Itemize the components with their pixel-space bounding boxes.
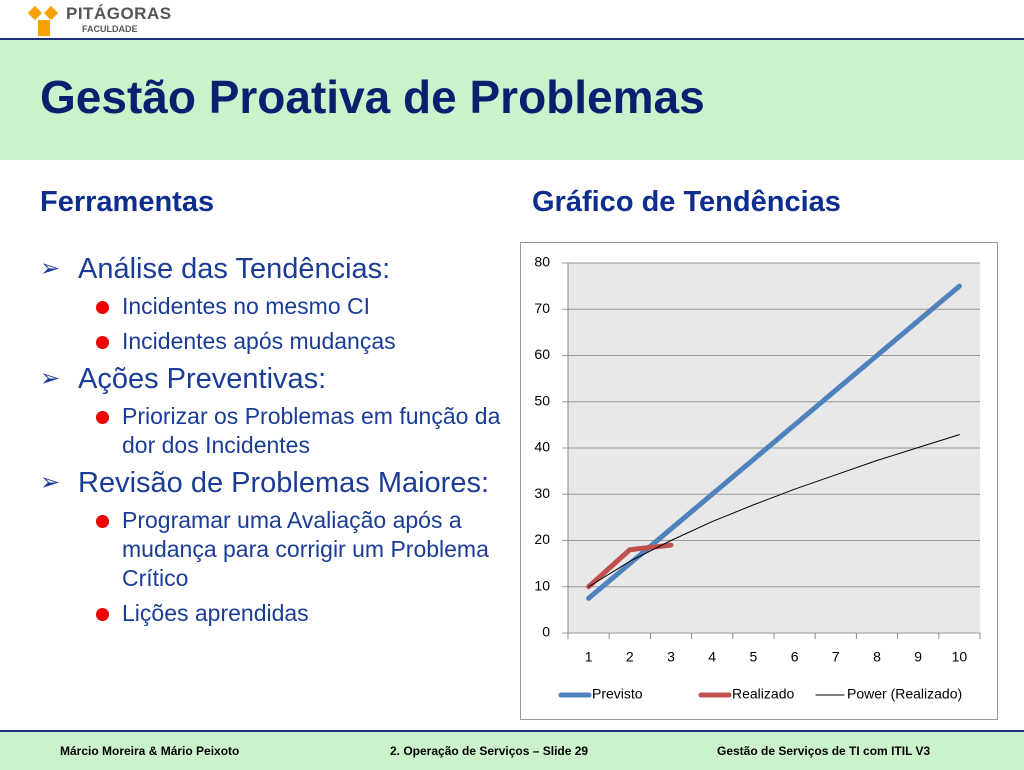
- x-tick-label: 3: [667, 649, 675, 665]
- bullet: Ações Preventivas:: [40, 362, 495, 396]
- y-tick-label: 10: [534, 577, 550, 593]
- x-tick-label: 8: [873, 649, 881, 665]
- x-tick-label: 6: [791, 649, 799, 665]
- slide-title: Gestão Proativa de Problemas: [40, 71, 705, 123]
- x-tick-label: 7: [832, 649, 840, 665]
- sub-bullet: Programar uma Avaliação após a mudança p…: [40, 506, 502, 593]
- bullet-list: Análise das Tendências: Incidentes no mes…: [40, 252, 500, 634]
- title-band: [0, 38, 1024, 160]
- x-tick-label: 2: [626, 649, 634, 665]
- footer: Márcio Moreira & Mário Peixoto 2. Operaç…: [0, 730, 1024, 770]
- y-tick-label: 40: [534, 439, 550, 455]
- x-tick-label: 1: [585, 649, 593, 665]
- bullet: Revisão de Problemas Maiores:: [40, 466, 495, 500]
- sub-bullet: Incidentes após mudanças: [40, 327, 502, 356]
- series-line: [588, 434, 960, 588]
- chart: 0 10 20 30 40 50 60 70 80 1 2 3 4 5 6 7 8 9 10 Previsto Real…: [534, 254, 981, 702]
- sub-bullet: Lições aprendidas: [40, 599, 502, 628]
- y-tick-label: 70: [534, 300, 550, 316]
- x-tick-label: 9: [914, 649, 922, 665]
- y-tick-label: 80: [534, 254, 550, 270]
- legend-label: Previsto: [592, 686, 643, 702]
- y-tick-label: 20: [534, 531, 550, 547]
- x-tick-label: 10: [952, 649, 968, 665]
- series-line: [586, 542, 674, 590]
- left-heading: Ferramentas: [40, 186, 215, 218]
- right-heading: Gráfico de Tendências: [532, 186, 841, 218]
- y-tick-label: 30: [534, 485, 550, 501]
- logo-icon: [28, 5, 59, 36]
- x-tick-label: 5: [750, 649, 758, 665]
- footer-center: 2. Operação de Serviços – Slide 29: [390, 744, 589, 758]
- bullet: Análise das Tendências:: [40, 252, 495, 286]
- legend-label: Realizado: [732, 686, 794, 702]
- sub-bullet: Incidentes no mesmo CI: [40, 292, 502, 321]
- logo-name: PITÁGORAS: [66, 4, 172, 23]
- footer-left: Márcio Moreira & Mário Peixoto: [60, 744, 240, 758]
- y-tick-label: 60: [534, 346, 550, 362]
- logo-subtitle: FACULDADE: [82, 24, 138, 34]
- footer-right: Gestão de Serviços de TI com ITIL V3: [717, 744, 931, 758]
- chart-frame: 0 10 20 30 40 50 60 70 80 1 2 3 4 5 6 7 8 9 10 Previsto Real…: [520, 242, 998, 720]
- y-tick-label: 0: [542, 624, 550, 640]
- y-tick-label: 50: [534, 392, 550, 408]
- legend-label: Power (Realizado): [847, 686, 962, 702]
- sub-bullet: Priorizar os Problemas em função da dor …: [40, 402, 502, 460]
- x-tick-label: 4: [708, 649, 716, 665]
